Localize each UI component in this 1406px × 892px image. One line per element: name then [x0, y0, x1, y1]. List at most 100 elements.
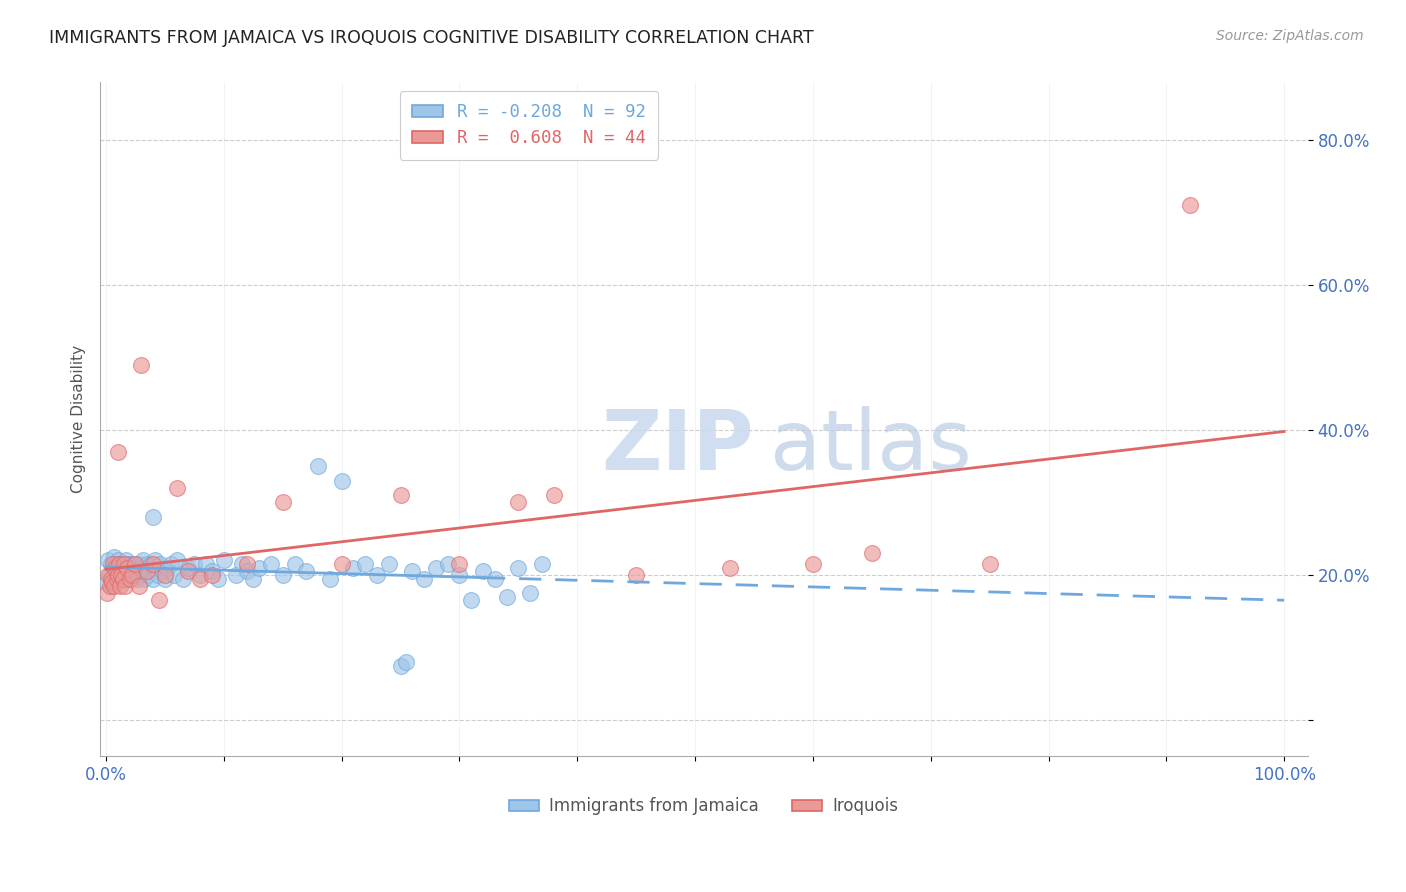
Point: [979, 557, 1001, 571]
Point: [231, 557, 253, 571]
Point: [110, 568, 132, 582]
Point: [271, 568, 294, 582]
Point: [125, 572, 148, 586]
Point: [148, 593, 170, 607]
Point: [138, 568, 160, 582]
Point: [114, 579, 136, 593]
Point: [146, 568, 169, 582]
Point: [449, 568, 471, 582]
Point: [108, 557, 131, 571]
Point: [101, 579, 124, 593]
Point: [460, 593, 482, 607]
Text: Source: ZipAtlas.com: Source: ZipAtlas.com: [1216, 29, 1364, 43]
Point: [449, 557, 471, 571]
Point: [96, 586, 118, 600]
Point: [124, 565, 146, 579]
Point: [107, 444, 129, 458]
Point: [131, 553, 153, 567]
Point: [111, 572, 134, 586]
Point: [131, 358, 153, 372]
Point: [283, 557, 305, 571]
Point: [105, 572, 128, 586]
Point: [188, 572, 211, 586]
Point: [135, 560, 157, 574]
Point: [195, 557, 218, 571]
Point: [519, 586, 541, 600]
Point: [242, 572, 264, 586]
Point: [319, 572, 342, 586]
Point: [103, 549, 125, 564]
Point: [153, 572, 176, 586]
Point: [163, 568, 186, 582]
Point: [142, 510, 165, 524]
Point: [128, 579, 150, 593]
Point: [121, 568, 143, 582]
Point: [97, 553, 120, 567]
Point: [247, 560, 270, 574]
Point: [115, 560, 138, 574]
Point: [271, 495, 294, 509]
Point: [624, 568, 647, 582]
Point: [115, 553, 138, 567]
Point: [115, 568, 138, 582]
Point: [188, 568, 211, 582]
Point: [124, 557, 146, 571]
Point: [177, 560, 200, 574]
Point: [860, 546, 883, 560]
Point: [378, 557, 401, 571]
Point: [100, 572, 122, 586]
Point: [136, 557, 159, 571]
Point: [207, 572, 229, 586]
Point: [139, 557, 162, 571]
Point: [112, 568, 135, 582]
Point: [104, 572, 127, 586]
Point: [108, 557, 131, 571]
Point: [114, 565, 136, 579]
Point: [101, 575, 124, 590]
Point: [108, 565, 131, 579]
Point: [495, 590, 517, 604]
Point: [395, 655, 418, 669]
Point: [120, 557, 142, 571]
Point: [436, 557, 458, 571]
Point: [103, 565, 125, 579]
Point: [112, 557, 135, 571]
Point: [98, 579, 121, 593]
Text: ZIP: ZIP: [602, 406, 754, 486]
Point: [472, 565, 495, 579]
Text: atlas: atlas: [770, 406, 972, 486]
Point: [342, 560, 364, 574]
Point: [413, 572, 436, 586]
Point: [354, 557, 377, 571]
Point: [127, 560, 149, 574]
Point: [389, 658, 412, 673]
Point: [260, 557, 283, 571]
Point: [401, 565, 423, 579]
Point: [212, 553, 235, 567]
Point: [149, 557, 172, 571]
Point: [101, 557, 124, 571]
Point: [166, 481, 188, 495]
Point: [177, 565, 200, 579]
Point: [121, 560, 143, 574]
Point: [145, 553, 167, 567]
Point: [295, 565, 318, 579]
Point: [100, 557, 122, 571]
Point: [142, 557, 165, 571]
Point: [236, 565, 259, 579]
Point: [201, 565, 224, 579]
Point: [115, 560, 138, 574]
Point: [117, 557, 139, 571]
Point: [801, 557, 824, 571]
Point: [508, 560, 530, 574]
Point: [307, 459, 329, 474]
Point: [718, 560, 741, 574]
Point: [96, 575, 118, 590]
Point: [118, 572, 141, 586]
Point: [112, 557, 135, 571]
Point: [425, 560, 447, 574]
Point: [114, 572, 136, 586]
Y-axis label: Cognitive Disability: Cognitive Disability: [72, 345, 86, 493]
Point: [236, 557, 259, 571]
Point: [131, 568, 153, 582]
